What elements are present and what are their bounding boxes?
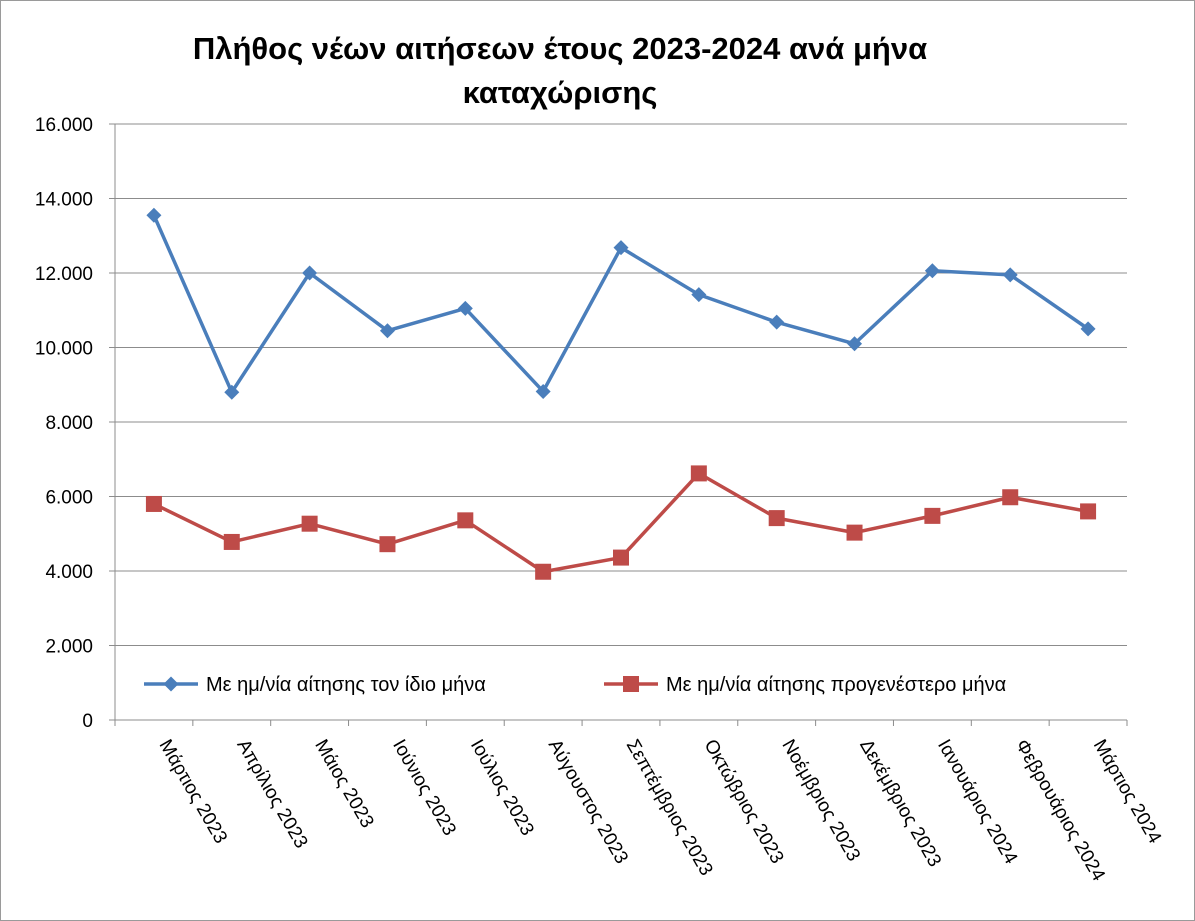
data-point xyxy=(924,263,940,279)
data-point xyxy=(613,549,629,566)
data-point xyxy=(457,300,473,316)
data-point xyxy=(224,384,240,400)
y-tick-label: 6.000 xyxy=(45,488,93,509)
y-tick-label: 10.000 xyxy=(35,339,93,360)
legend-marker xyxy=(623,676,639,692)
data-point xyxy=(146,207,162,223)
series-2 xyxy=(145,465,1097,580)
y-tick-label: 0 xyxy=(82,711,93,732)
data-point xyxy=(379,536,396,553)
data-point xyxy=(769,314,785,330)
x-tick-label: Μάρτιος 2024 xyxy=(1089,736,1166,848)
x-tick-label: Ιούλιος 2023 xyxy=(466,736,538,839)
legend-label: Με ημ/νία αίτησης προγενέστερο μήνα xyxy=(666,674,1006,696)
y-axis-ticks: 0 2.000 4.000 6.000 8.000 10.000 12.000 14.000 1… xyxy=(35,115,115,732)
data-point xyxy=(145,495,162,512)
data-point xyxy=(1080,321,1096,337)
data-point xyxy=(457,512,474,529)
chart-title-line-2: καταχώρισης xyxy=(463,75,658,110)
legend-marker xyxy=(163,676,179,692)
x-tick-label: Αύγουστος 2023 xyxy=(544,736,632,868)
x-tick-label: Ιούνιος 2023 xyxy=(388,736,460,839)
y-tick-label: 4.000 xyxy=(45,562,93,583)
data-point xyxy=(302,265,318,281)
y-tick-label: 14.000 xyxy=(35,190,93,211)
y-tick-label: 2.000 xyxy=(45,637,93,658)
gridlines xyxy=(115,123,1127,646)
x-tick-label: Μάρτιος 2023 xyxy=(155,736,231,847)
axes xyxy=(114,124,1128,726)
data-point xyxy=(301,515,318,532)
x-tick-label: Μάιος 2023 xyxy=(310,736,377,832)
data-point xyxy=(691,287,707,303)
x-tick-label: Φεβρουάριος 2024 xyxy=(1011,736,1109,885)
x-tick-label: Δεκέμβριος 2023 xyxy=(855,736,945,871)
data-point xyxy=(1002,489,1019,506)
x-tick-label: Απρίλιος 2023 xyxy=(232,736,311,852)
data-point xyxy=(690,465,707,482)
series-1 xyxy=(146,207,1096,400)
data-point xyxy=(223,533,240,550)
y-tick-label: 12.000 xyxy=(35,264,93,285)
x-tick-label: Ιανουάριος 2024 xyxy=(933,736,1021,868)
y-tick-label: 16.000 xyxy=(35,115,93,136)
data-point xyxy=(1080,503,1097,520)
y-tick-label: 8.000 xyxy=(45,413,93,434)
chart-title-line-1: Πλήθος νέων αιτήσεων έτους 2023-2024 ανά… xyxy=(193,31,927,66)
data-point xyxy=(535,383,551,399)
data-point xyxy=(846,524,863,541)
data-point xyxy=(768,510,785,527)
data-point xyxy=(535,563,552,580)
series-group xyxy=(145,207,1097,580)
data-point xyxy=(924,507,941,524)
x-tick-label: Οκτώβριος 2023 xyxy=(700,736,788,867)
x-tick-label: Σεπτέμβριος 2023 xyxy=(622,736,717,879)
x-tick-label: Νοέμβριος 2023 xyxy=(777,736,864,865)
data-point xyxy=(1002,267,1018,283)
data-point xyxy=(613,240,629,256)
data-point xyxy=(379,323,395,339)
legend: Με ημ/νία αίτησης τον ίδιο μήνα Με ημ/νία… xyxy=(144,674,1006,696)
data-point xyxy=(847,336,863,352)
legend-label: Με ημ/νία αίτησης τον ίδιο μήνα xyxy=(206,674,486,696)
